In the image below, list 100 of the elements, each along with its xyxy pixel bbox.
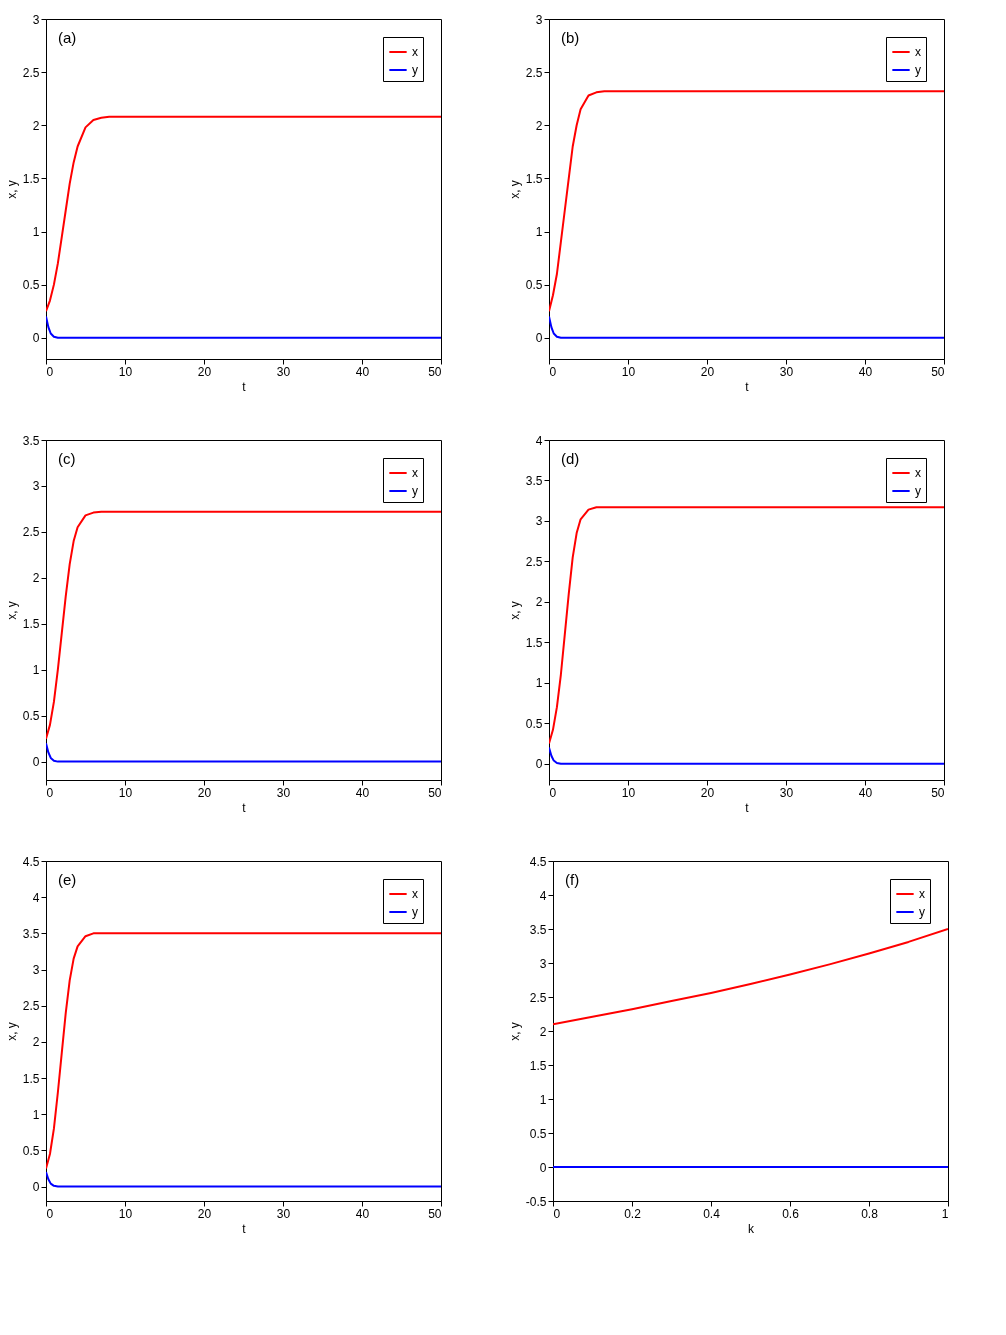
y-tick-label: 1.5 <box>22 617 40 632</box>
y-tick-label: 2 <box>535 118 543 133</box>
legend-label: x <box>915 45 921 59</box>
x-axis-title: t <box>745 379 750 394</box>
x-tick-label: 0.4 <box>703 1206 721 1221</box>
y-tick-label: 3 <box>535 12 543 27</box>
y-tick-label: 1.5 <box>22 1071 40 1086</box>
annotation: (b) <box>561 29 580 46</box>
y-tick-label: 3 <box>32 12 40 27</box>
y-tick-label: 0.5 <box>525 278 543 293</box>
line-series <box>46 932 441 1170</box>
x-tick-label: 10 <box>621 785 636 800</box>
y-tick-label: -0.5 <box>525 1194 547 1209</box>
x-axis-title: t <box>745 800 750 815</box>
y-axis-title: x, y <box>507 601 522 620</box>
y-tick-label: 0 <box>535 331 543 346</box>
y-tick-label: 1 <box>539 1092 547 1107</box>
y-tick-label: 2 <box>32 571 40 586</box>
y-tick-label: 0 <box>32 755 40 770</box>
y-tick-label: 4 <box>535 433 543 448</box>
y-tick-label: 0.5 <box>529 1126 547 1141</box>
line-series <box>549 315 944 339</box>
x-tick-label: 50 <box>428 364 442 379</box>
x-tick-label: 0.8 <box>861 1206 879 1221</box>
y-tick-label: 1 <box>32 1107 40 1122</box>
line-series <box>46 510 441 740</box>
y-tick-label: 1 <box>535 676 543 691</box>
y-axis-title: x, y <box>507 1022 522 1041</box>
x-tick-label: 0.2 <box>624 1206 642 1221</box>
x-tick-label: 40 <box>355 364 370 379</box>
line-series <box>549 90 944 313</box>
x-tick-label: 40 <box>355 785 370 800</box>
y-tick-label: 2 <box>32 118 40 133</box>
legend-label: y <box>915 484 921 498</box>
x-tick-label: 40 <box>858 364 873 379</box>
y-tick-label: 2.5 <box>529 990 547 1005</box>
x-tick-label: 30 <box>276 785 291 800</box>
x-tick-label: 0 <box>46 364 54 379</box>
y-tick-label: 2 <box>32 1035 40 1050</box>
y-tick-label: 0 <box>535 757 543 772</box>
y-tick-label: 3 <box>32 479 40 494</box>
y-axis-title: x, y <box>507 180 522 199</box>
y-tick-label: 0.5 <box>22 278 40 293</box>
x-tick-label: 30 <box>779 364 794 379</box>
x-axis-title: t <box>242 800 247 815</box>
legend-label: x <box>412 45 418 59</box>
line-series <box>46 315 441 339</box>
y-tick-label: 0 <box>32 1180 40 1195</box>
x-tick-label: 50 <box>428 1206 442 1221</box>
x-tick-label: 50 <box>931 364 945 379</box>
y-tick-label: 1.5 <box>525 635 543 650</box>
y-tick-label: 2.5 <box>525 65 543 80</box>
y-tick-label: 4 <box>539 888 547 903</box>
x-tick-label: 10 <box>118 1206 133 1221</box>
y-tick-label: 3 <box>535 514 543 529</box>
legend-label: y <box>412 63 418 77</box>
y-tick-label: 1.5 <box>22 171 40 186</box>
y-tick-label: 3 <box>32 963 40 978</box>
y-tick-label: 1 <box>535 225 543 239</box>
line-series <box>549 746 944 765</box>
y-tick-label: 3.5 <box>22 926 40 941</box>
x-tick-label: 20 <box>197 1206 212 1221</box>
y-tick-label: 0.5 <box>525 716 543 731</box>
y-tick-label: 4 <box>32 890 40 905</box>
x-tick-label: 50 <box>428 785 442 800</box>
y-axis-title: x, y <box>4 601 19 620</box>
x-tick-label: 40 <box>355 1206 370 1221</box>
x-tick-label: 1 <box>941 1206 949 1221</box>
y-tick-label: 1 <box>32 225 40 239</box>
x-tick-label: 10 <box>118 785 133 800</box>
line-series <box>549 506 944 745</box>
annotation: (e) <box>58 871 77 888</box>
x-tick-label: 20 <box>700 785 715 800</box>
line-series <box>46 115 441 313</box>
legend-label: x <box>412 466 418 480</box>
legend-label: y <box>919 905 925 919</box>
line-series <box>46 1171 441 1188</box>
annotation: (f) <box>565 871 580 888</box>
y-tick-label: 1 <box>32 663 40 678</box>
legend-label: y <box>915 63 921 77</box>
y-tick-label: 3.5 <box>529 922 547 937</box>
y-tick-label: 3.5 <box>22 433 40 448</box>
line-series <box>553 928 948 1026</box>
x-tick-label: 0 <box>46 1206 54 1221</box>
y-tick-label: 1.5 <box>529 1058 547 1073</box>
x-tick-label: 30 <box>779 785 794 800</box>
y-tick-label: 4.5 <box>529 854 547 869</box>
y-tick-label: 0 <box>32 331 40 346</box>
x-tick-label: 30 <box>276 364 291 379</box>
y-axis-title: x, y <box>4 1022 19 1041</box>
legend-label: x <box>915 466 921 480</box>
y-tick-label: 2 <box>535 595 543 610</box>
y-tick-label: 3.5 <box>525 473 543 488</box>
y-tick-label: 2.5 <box>22 999 40 1014</box>
x-tick-label: 20 <box>197 785 212 800</box>
y-tick-label: 2 <box>539 1024 547 1039</box>
annotation: (a) <box>58 29 77 46</box>
x-axis-title: t <box>242 379 247 394</box>
y-tick-label: 1.5 <box>525 171 543 186</box>
x-axis-title: k <box>748 1221 755 1236</box>
